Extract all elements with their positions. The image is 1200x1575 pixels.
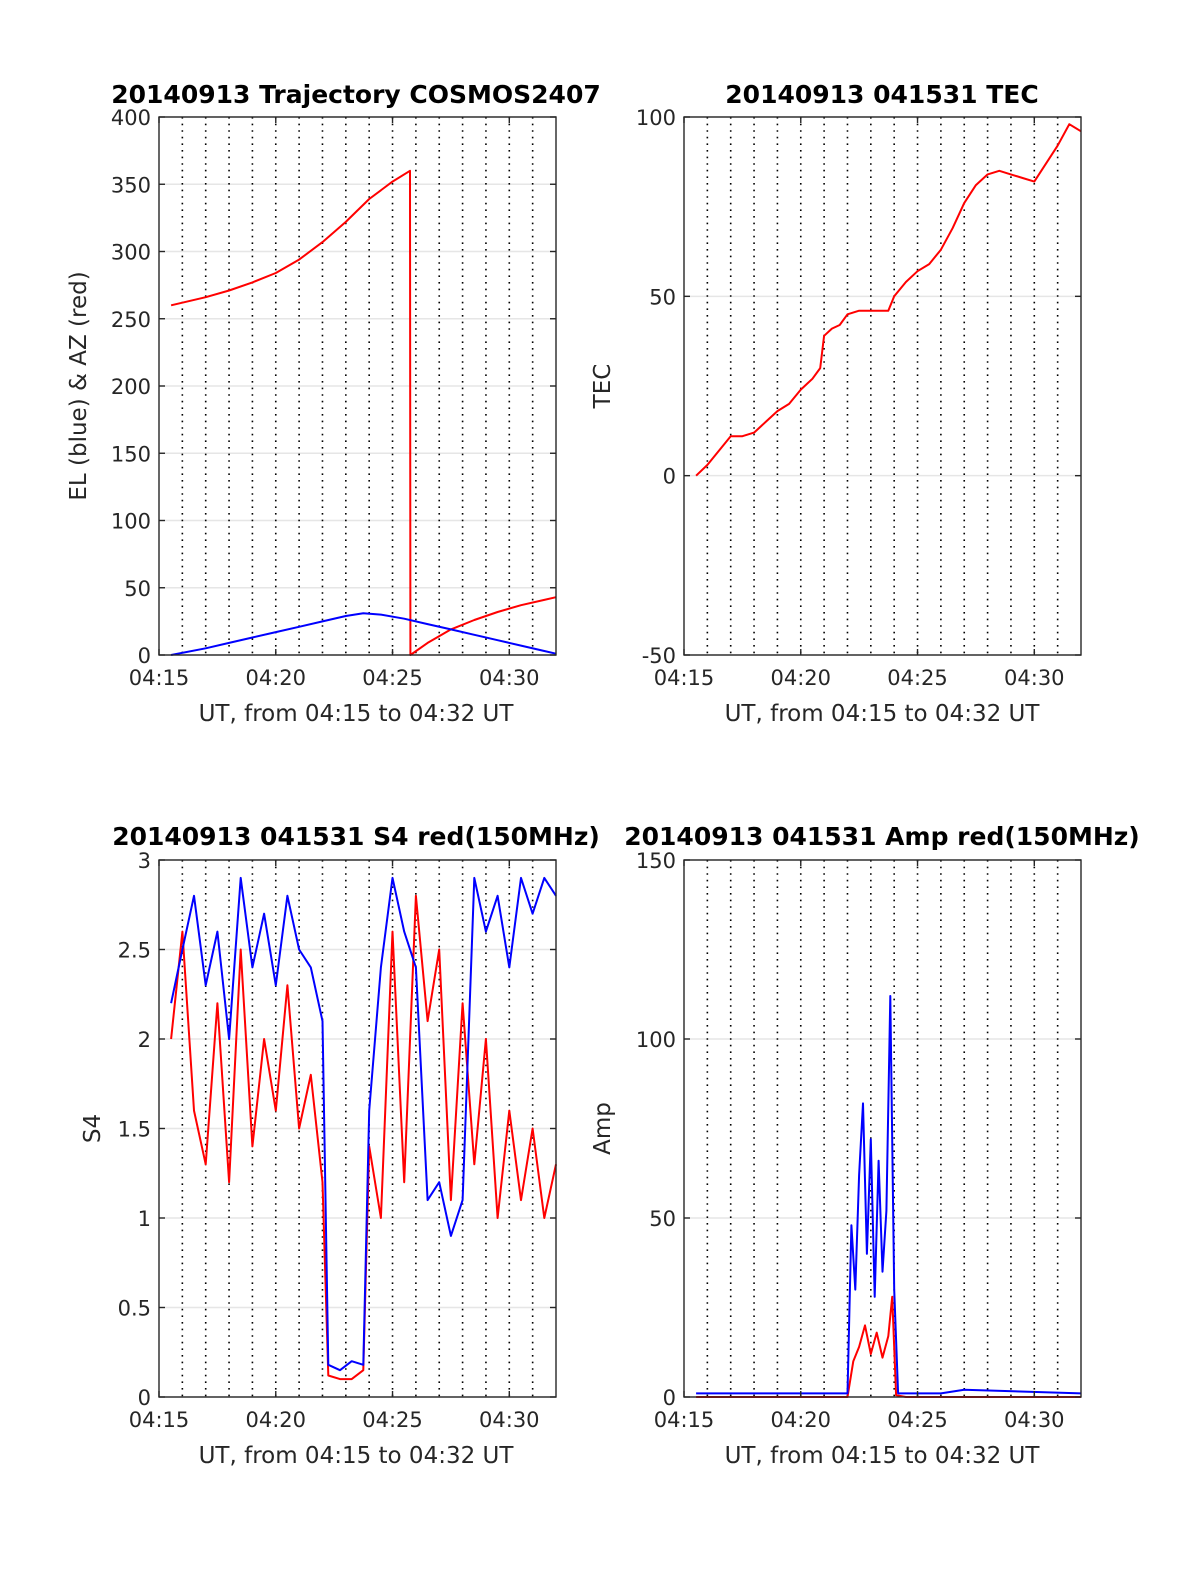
y-axis-label: Amp	[590, 1102, 616, 1155]
y-tick-label: 50	[124, 577, 151, 601]
series-line-1	[170, 894, 557, 1381]
chart-title: 20140913 Trajectory COSMOS2407	[111, 80, 601, 109]
y-axis-label: S4	[80, 1114, 106, 1143]
x-tick-label: 04:25	[362, 1408, 423, 1432]
chart-title: 20140913 041531 TEC	[725, 80, 1038, 109]
x-tick-label: 04:25	[362, 666, 423, 690]
x-tick-label: 04:15	[129, 666, 190, 690]
x-tick-label: 04:20	[245, 666, 306, 690]
y-tick-label: 3	[138, 849, 151, 873]
x-axis-label: UT, from 04:15 to 04:32 UT	[725, 1443, 1041, 1469]
x-axis-label: UT, from 04:15 to 04:32 UT	[199, 1443, 515, 1469]
x-tick-label: 04:20	[770, 666, 831, 690]
y-tick-label: 350	[111, 173, 151, 197]
y-tick-label: 100	[636, 106, 676, 130]
series-line-1	[695, 123, 1082, 477]
x-tick-label: 04:20	[245, 1408, 306, 1432]
x-axis-label: UT, from 04:15 to 04:32 UT	[725, 701, 1041, 727]
x-tick-label: 04:30	[1004, 1408, 1065, 1432]
chart-panel-1: 04:15 04:20 04:25 04:30 0 50 100 150 200 250 300 35…	[66, 80, 601, 727]
y-tick-label: 0	[663, 1386, 676, 1410]
chart-title: 20140913 041531 S4 red(150MHz)	[112, 822, 600, 851]
x-axis-label: UT, from 04:15 to 04:32 UT	[199, 701, 515, 727]
chart-panel-2: 04:15 04:20 04:25 04:30 -50 0 50 100 20140913 04…	[590, 80, 1082, 727]
y-tick-label: 2	[138, 1028, 151, 1052]
y-tick-label: 50	[649, 1207, 676, 1231]
y-tick-label: 150	[111, 442, 151, 466]
y-axis-label: EL (blue) & AZ (red)	[66, 271, 92, 500]
chart-title: 20140913 041531 Amp red(150MHz)	[624, 822, 1140, 851]
plot-area	[684, 860, 1081, 1397]
series-line-2	[170, 612, 557, 656]
y-tick-label: 50	[649, 285, 676, 309]
x-tick-label: 04:25	[887, 1408, 948, 1432]
y-tick-label: 100	[111, 510, 151, 534]
x-tick-label: 04:15	[654, 1408, 715, 1432]
y-tick-label: 0	[138, 644, 151, 668]
y-tick-label: 2.5	[118, 939, 151, 963]
x-tick-label: 04:20	[770, 1408, 831, 1432]
y-tick-label: 0	[663, 465, 676, 489]
y-tick-label: 150	[636, 849, 676, 873]
y-tick-label: 100	[636, 1028, 676, 1052]
y-tick-label: 200	[111, 375, 151, 399]
chart-panel-3: 04:15 04:20 04:25 04:30 0 0.5 1 1.5 2 2.5 32014091…	[80, 822, 600, 1469]
y-tick-label: 1	[138, 1207, 151, 1231]
series-line-1	[170, 169, 557, 656]
x-tick-label: 04:15	[654, 666, 715, 690]
axes-box	[683, 116, 1082, 656]
y-tick-label: 0	[138, 1386, 151, 1410]
x-tick-label: 04:30	[479, 1408, 540, 1432]
y-tick-label: 250	[111, 308, 151, 332]
y-tick-label: 1.5	[118, 1118, 151, 1142]
y-tick-label: 400	[111, 106, 151, 130]
x-tick-label: 04:30	[1004, 666, 1065, 690]
x-tick-label: 04:25	[887, 666, 948, 690]
y-tick-label: 0.5	[118, 1297, 151, 1321]
series-line-2	[696, 995, 1082, 1395]
series-line-2	[170, 876, 557, 1372]
y-axis-label: TEC	[590, 364, 616, 410]
axes-box	[683, 859, 1082, 1398]
x-tick-label: 04:30	[479, 666, 540, 690]
x-tick-label: 04:15	[129, 1408, 190, 1432]
y-tick-label: 300	[111, 241, 151, 265]
series-line-1	[696, 1295, 1081, 1398]
plot-area	[684, 117, 1081, 655]
y-tick-label: -50	[642, 644, 676, 668]
